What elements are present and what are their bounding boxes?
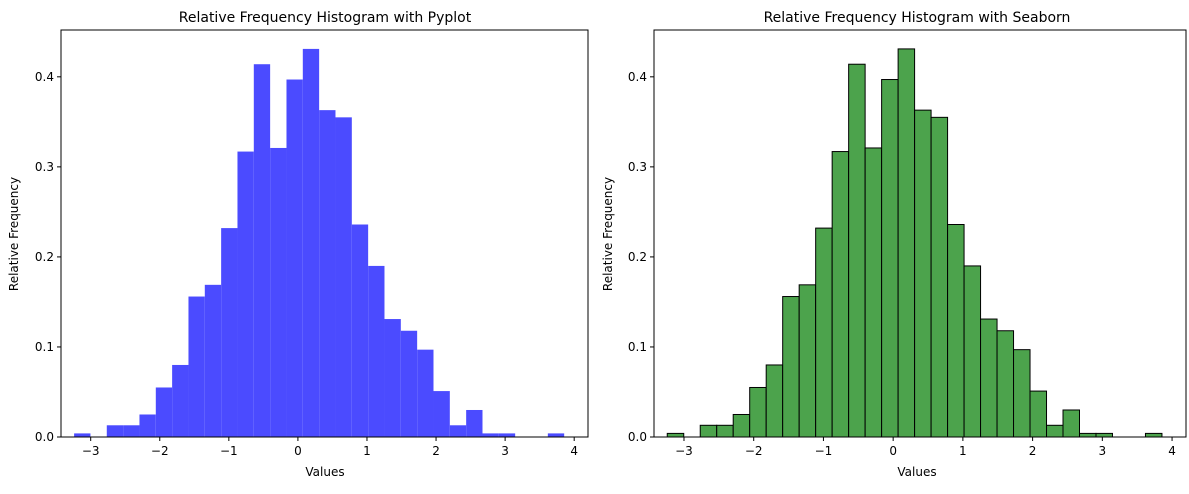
histogram-bar (433, 391, 450, 437)
x-tick-label: 0 (889, 444, 897, 458)
x-axis-ticks: −3 −2 −1 0 1 2 3 4 (675, 437, 1176, 458)
histogram-bar (848, 63, 866, 438)
histogram-bar (716, 424, 734, 438)
histogram-bar (286, 79, 303, 438)
histogram-bar (864, 147, 883, 438)
seaborn-histogram-panel: Relative Frequency Histogram with Seabor… (601, 10, 1187, 479)
y-axis-ticks: 0.0 0.1 0.2 0.3 0.4 (35, 70, 61, 444)
histogram-bar (547, 433, 565, 437)
histogram-bar (749, 386, 767, 438)
histogram-bar (815, 227, 833, 438)
x-tick-label: 3 (501, 444, 509, 458)
x-tick-label: 1 (959, 444, 967, 458)
histogram-bar (384, 319, 401, 437)
histogram-bar (302, 48, 320, 437)
x-tick-label: −2 (745, 444, 763, 458)
bars-group (666, 48, 1163, 438)
histogram-bar (1095, 432, 1113, 438)
histogram-bar (400, 330, 418, 437)
y-tick-label: 0.4 (35, 70, 54, 84)
y-tick-label: 0.0 (35, 430, 54, 444)
axes-frame (60, 29, 589, 438)
y-tick-label: 0.4 (628, 70, 647, 84)
x-tick-label: 1 (363, 444, 371, 458)
histogram-bar (188, 296, 205, 437)
histogram-bar (666, 432, 685, 438)
y-tick-label: 0.2 (628, 250, 647, 264)
x-tick-label: 3 (1099, 444, 1107, 458)
histogram-bar (930, 116, 949, 438)
histogram-bar (732, 413, 751, 438)
bars-group (74, 48, 565, 438)
histogram-bar (963, 265, 982, 438)
y-tick-label: 0.1 (628, 340, 647, 354)
histogram-bar (498, 433, 516, 437)
histogram-bar (449, 425, 467, 437)
histogram-bar (765, 364, 784, 438)
x-tick-label: −1 (220, 444, 238, 458)
y-axis-ticks: 0.0 0.1 0.2 0.3 0.4 (628, 70, 654, 444)
histogram-bar (106, 425, 124, 437)
axes-frame (653, 29, 1187, 438)
histogram-bar (74, 433, 91, 437)
x-tick-label: 2 (432, 444, 440, 458)
x-axis-label: Values (897, 465, 936, 479)
histogram-bar (351, 224, 369, 437)
histogram-bar (172, 364, 189, 437)
histogram-bar (782, 296, 800, 438)
histogram-bar (482, 433, 499, 437)
chart-title: Relative Frequency Histogram with Pyplot (179, 10, 472, 26)
y-axis-label: Relative Frequency (7, 177, 21, 291)
histogram-bar (831, 151, 850, 438)
histogram-bar (1046, 424, 1064, 438)
y-tick-label: 0.3 (35, 160, 54, 174)
histogram-bar (368, 265, 385, 437)
histogram-bar (914, 109, 932, 438)
y-tick-label: 0.2 (35, 250, 54, 264)
histogram-bar (417, 349, 434, 437)
histogram-bar (1144, 432, 1163, 438)
histogram-bar (1062, 409, 1081, 438)
x-tick-label: 4 (570, 444, 578, 458)
y-tick-label: 0.1 (35, 340, 54, 354)
histogram-bar (798, 284, 817, 438)
x-tick-label: −3 (82, 444, 100, 458)
histogram-bar (270, 147, 287, 437)
x-tick-label: −1 (815, 444, 833, 458)
histogram-bar (996, 330, 1015, 438)
x-axis-ticks: −3 −2 −1 0 1 2 3 4 (82, 437, 578, 458)
histogram-bar (155, 387, 173, 437)
histogram-bar (221, 228, 238, 437)
histogram-bar (699, 424, 718, 438)
y-tick-label: 0.3 (628, 160, 647, 174)
histogram-bar (1029, 390, 1048, 438)
x-tick-label: 2 (1029, 444, 1037, 458)
histogram-bar (897, 48, 916, 438)
histogram-bar (1013, 349, 1031, 438)
histogram-bar (319, 110, 336, 437)
x-tick-label: −3 (675, 444, 693, 458)
histogram-bar (237, 151, 254, 437)
histogram-bar (204, 284, 222, 437)
histogram-bar (123, 425, 140, 437)
x-axis-label: Values (305, 465, 344, 479)
histogram-bar (881, 79, 899, 438)
histogram-bar (253, 64, 271, 437)
x-tick-label: −2 (151, 444, 169, 458)
histogram-bar (139, 414, 156, 437)
histogram-bar (1079, 432, 1097, 438)
histogram-bar (980, 318, 998, 438)
chart-title: Relative Frequency Histogram with Seabor… (764, 10, 1071, 26)
histogram-bar (466, 409, 483, 437)
x-tick-label: 4 (1168, 444, 1176, 458)
histogram-bar (335, 117, 352, 437)
y-tick-label: 0.0 (628, 430, 647, 444)
x-tick-label: 0 (294, 444, 302, 458)
y-axis-label: Relative Frequency (601, 177, 615, 291)
pyplot-histogram-panel: Relative Frequency Histogram with Pyplot… (7, 10, 589, 479)
histogram-bar (947, 224, 965, 438)
